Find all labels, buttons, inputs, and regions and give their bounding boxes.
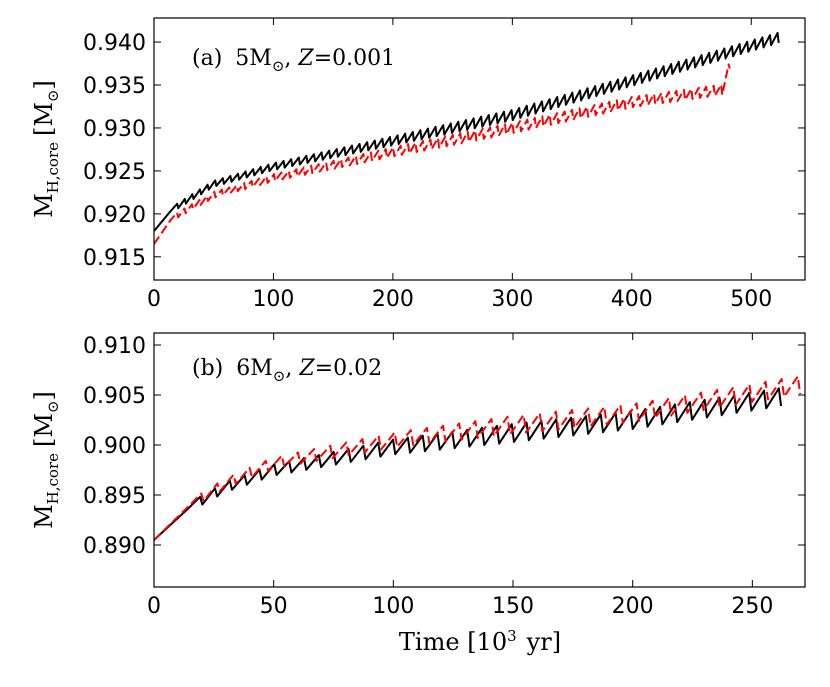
panel-a-ylabel: MH,core[M⊙] (30, 80, 62, 218)
panel-b: 0 50 100 150 200 250 0.890 0.895 0.900 0.905 0.910… (30, 332, 806, 656)
panel-a-xtick-label: 300 (491, 287, 533, 312)
panel-b-series-model-2 (154, 375, 802, 541)
panel-a-frame (153, 17, 806, 281)
panel-b-ytick-label: 0.905 (83, 384, 146, 409)
panel-b-ytick-label: 0.895 (83, 484, 146, 509)
panel-a-ytick-label: 0.935 (83, 74, 146, 99)
panel-b-ylabel: MH,core[M⊙] (30, 391, 62, 529)
panel-a-series-model-2 (154, 63, 731, 245)
panel-a-ytick-label: 0.940 (83, 31, 146, 56)
panel-b-xtick-label: 100 (372, 594, 414, 619)
panel-b-xtick-label: 250 (731, 594, 773, 619)
panel-a-ytick-label: 0.930 (83, 117, 146, 142)
panel-a-ytick-label: 0.925 (83, 160, 146, 185)
panel-a: 0 100 200 300 400 500 0.915 0.920 0.925 0.930 0.93… (30, 17, 806, 312)
panel-b-ytick-label: 0.900 (83, 434, 146, 459)
panel-b-ytick-label: 0.890 (83, 534, 146, 559)
panel-a-xtick-label: 0 (147, 287, 161, 312)
panel-a-xtick-label: 400 (611, 287, 653, 312)
panel-a-ytick-label: 0.915 (83, 246, 146, 271)
panel-b-frame (153, 332, 806, 588)
panel-a-xtick-label: 200 (372, 287, 414, 312)
panel-a-xtick-label: 500 (730, 287, 772, 312)
panel-a-label: (a) 5M⊙, Z=0.001 (192, 46, 395, 75)
panel-b-xtick-label: 0 (147, 594, 161, 619)
panel-a-series-model-1 (154, 31, 780, 232)
panel-b-xtick-label: 150 (492, 594, 534, 619)
panel-b-xtick-label: 200 (612, 594, 654, 619)
panel-b-ytick-label: 0.910 (83, 334, 146, 359)
panel-b-label: (b) 6M⊙, Z=0.02 (192, 356, 382, 385)
panel-a-xtick-label: 100 (252, 287, 294, 312)
panel-a-ytick-label: 0.920 (83, 203, 146, 228)
x-axis-title: Time [103 yr] (399, 627, 561, 656)
panel-b-xtick-label: 50 (260, 594, 288, 619)
